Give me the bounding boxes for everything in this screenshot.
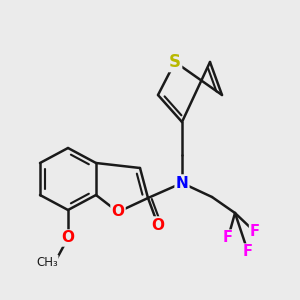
Text: S: S (169, 53, 181, 71)
Text: N: N (176, 176, 188, 190)
Text: O: O (61, 230, 74, 245)
Text: F: F (250, 224, 260, 239)
Text: CH₃: CH₃ (36, 256, 58, 268)
Text: O: O (112, 205, 124, 220)
Text: F: F (223, 230, 233, 245)
Text: F: F (243, 244, 253, 260)
Text: O: O (152, 218, 164, 232)
